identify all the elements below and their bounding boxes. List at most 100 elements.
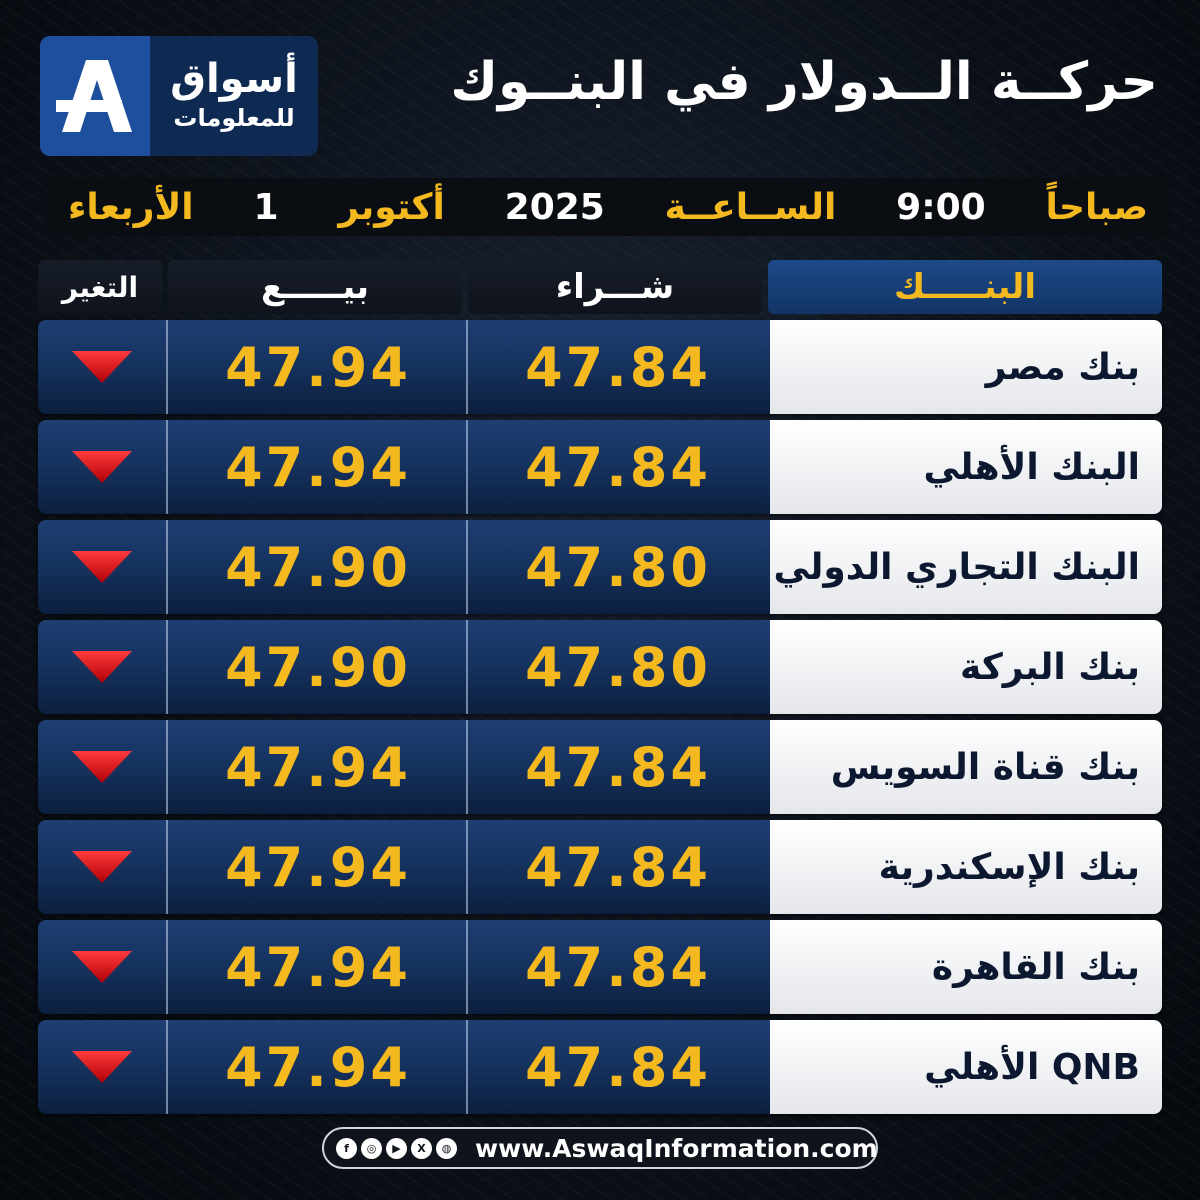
column-divider — [166, 320, 168, 414]
down-arrow-icon — [72, 651, 132, 683]
buy-price: 47.84 — [525, 735, 711, 799]
column-divider — [166, 520, 168, 614]
buy-price: 47.84 — [525, 435, 711, 499]
buy-cell: 47.84 — [468, 420, 768, 514]
buy-price: 47.80 — [525, 535, 711, 599]
table-row: بنك مصر 47.84 47.94 — [38, 320, 1162, 414]
facebook-icon[interactable]: f — [336, 1137, 357, 1159]
bank-name: البنك التجاري الدولي — [770, 520, 1162, 614]
globe-icon[interactable]: ◍ — [436, 1137, 457, 1159]
column-divider — [466, 620, 468, 714]
down-arrow-icon — [72, 451, 132, 483]
change-cell — [38, 520, 166, 614]
down-arrow-icon — [72, 751, 132, 783]
table-row: البنك الأهلي 47.84 47.94 — [38, 420, 1162, 514]
buy-cell: 47.84 — [468, 320, 768, 414]
down-arrow-icon — [72, 551, 132, 583]
page-title: حركــة الــدولار في البنــوك — [450, 52, 1158, 112]
sell-cell: 47.90 — [168, 620, 468, 714]
column-divider — [166, 1020, 168, 1114]
bank-name: بنك الإسكندرية — [770, 820, 1162, 914]
change-cell — [38, 720, 166, 814]
change-cell — [38, 420, 166, 514]
day-name: الأربعاء — [68, 186, 194, 228]
instagram-icon[interactable]: ◎ — [361, 1137, 382, 1159]
logo-line-2: للمعلومات — [173, 104, 295, 132]
time-value: 9:00 — [896, 186, 986, 228]
youtube-icon[interactable]: ▶ — [386, 1137, 407, 1159]
change-cell — [38, 620, 166, 714]
bank-name: QNB الأهلي — [770, 1020, 1162, 1114]
column-divider — [466, 920, 468, 1014]
header-bank: البنـــــك — [768, 260, 1162, 314]
sell-cell: 47.94 — [168, 820, 468, 914]
sell-cell: 47.94 — [168, 720, 468, 814]
month-name: أكتوبر — [338, 186, 445, 228]
down-arrow-icon — [72, 951, 132, 983]
website-url[interactable]: www.AswaqInformation.com — [475, 1133, 878, 1163]
column-divider — [166, 920, 168, 1014]
down-arrow-icon — [72, 1051, 132, 1083]
bank-name: بنك البركة — [770, 620, 1162, 714]
sell-price: 47.90 — [225, 635, 411, 699]
bank-name: البنك الأهلي — [770, 420, 1162, 514]
down-arrow-icon — [72, 351, 132, 383]
down-arrow-icon — [72, 851, 132, 883]
column-divider — [466, 520, 468, 614]
buy-price: 47.84 — [525, 935, 711, 999]
x-icon[interactable]: X — [411, 1137, 432, 1159]
time-label: الســاعــة — [664, 186, 837, 228]
social-icons: f ◎ ▶ X ◍ — [336, 1137, 457, 1159]
column-divider — [166, 420, 168, 514]
buy-cell: 47.80 — [468, 520, 768, 614]
buy-cell: 47.84 — [468, 820, 768, 914]
column-divider — [466, 720, 468, 814]
sell-cell: 47.94 — [168, 320, 468, 414]
table-row: بنك قناة السويس 47.84 47.94 — [38, 720, 1162, 814]
column-divider — [466, 1020, 468, 1114]
table-row: بنك البركة 47.80 47.90 — [38, 620, 1162, 714]
buy-cell: 47.84 — [468, 920, 768, 1014]
table-header: البنـــــك شـــراء بيـــــع التغير — [38, 260, 1162, 314]
logo-a-icon — [40, 36, 150, 156]
column-divider — [466, 420, 468, 514]
table-row: QNB الأهلي 47.84 47.94 — [38, 1020, 1162, 1114]
change-cell — [38, 920, 166, 1014]
table-row: البنك التجاري الدولي 47.80 47.90 — [38, 520, 1162, 614]
change-cell — [38, 1020, 166, 1114]
buy-price: 47.84 — [525, 335, 711, 399]
logo-line-1: أسواق — [170, 56, 298, 102]
column-divider — [166, 620, 168, 714]
day-number: 1 — [253, 186, 279, 228]
sell-price: 47.94 — [225, 1035, 411, 1099]
header-change: التغير — [38, 260, 162, 314]
brand-logo: أسواق للمعلومات — [40, 36, 318, 156]
sell-cell: 47.94 — [168, 920, 468, 1014]
buy-cell: 47.84 — [468, 1020, 768, 1114]
sell-price: 47.94 — [225, 335, 411, 399]
sell-price: 47.94 — [225, 935, 411, 999]
bank-name: بنك القاهرة — [770, 920, 1162, 1014]
buy-price: 47.80 — [525, 635, 711, 699]
column-divider — [466, 320, 468, 414]
sell-cell: 47.94 — [168, 420, 468, 514]
date-bar: الأربعاء 1 أكتوبر 2025 الســاعــة 9:00 ص… — [46, 178, 1170, 236]
table-row: بنك الإسكندرية 47.84 47.94 — [38, 820, 1162, 914]
header-sell: بيـــــع — [168, 260, 462, 314]
column-divider — [166, 820, 168, 914]
buy-price: 47.84 — [525, 835, 711, 899]
time-period: صباحاً — [1045, 186, 1148, 228]
sell-cell: 47.90 — [168, 520, 468, 614]
buy-cell: 47.84 — [468, 720, 768, 814]
year: 2025 — [504, 186, 605, 228]
column-divider — [466, 820, 468, 914]
sell-price: 47.94 — [225, 435, 411, 499]
sell-cell: 47.94 — [168, 1020, 468, 1114]
bank-name: بنك قناة السويس — [770, 720, 1162, 814]
sell-price: 47.90 — [225, 535, 411, 599]
buy-price: 47.84 — [525, 1035, 711, 1099]
buy-cell: 47.80 — [468, 620, 768, 714]
sell-price: 47.94 — [225, 835, 411, 899]
footer-bar: f ◎ ▶ X ◍ www.AswaqInformation.com — [322, 1127, 878, 1169]
column-divider — [166, 720, 168, 814]
